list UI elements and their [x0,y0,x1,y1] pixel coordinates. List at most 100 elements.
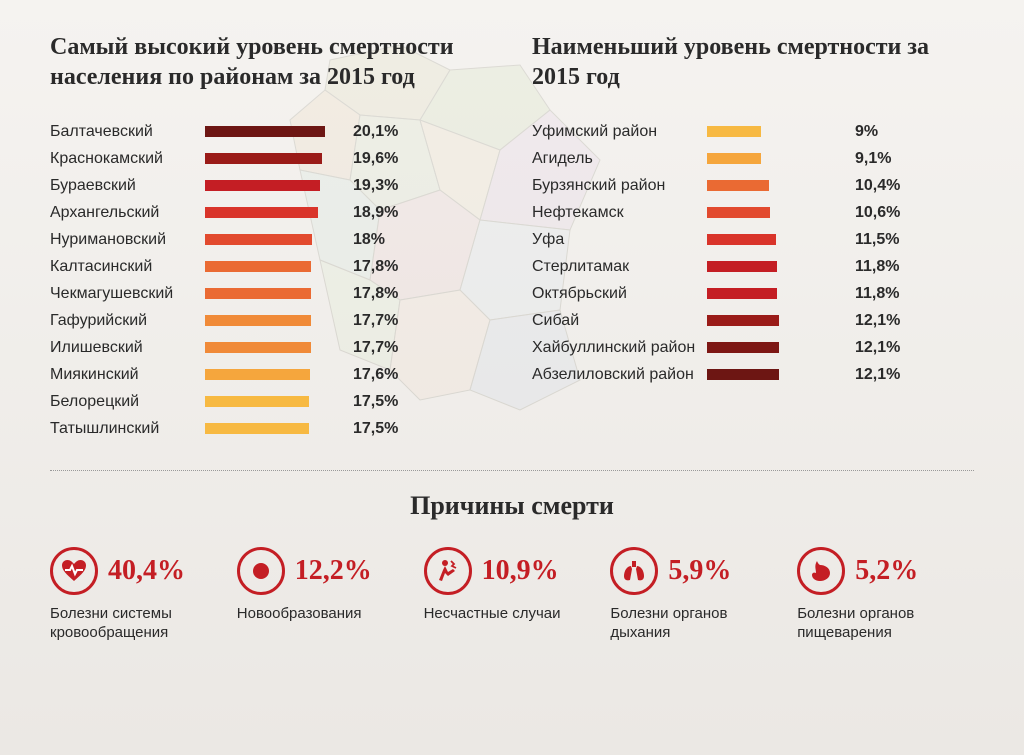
bar [205,153,322,164]
row-value: 20,1% [353,123,398,141]
bar-wrap [205,315,335,326]
row-value: 12,1% [855,366,900,384]
bar-wrap [707,315,837,326]
cause-percent: 10,9% [482,555,559,587]
row-label: Миякинский [50,366,205,384]
row-label: Нуримановский [50,231,205,249]
cause-item: 10,9% Несчастные случаи [424,547,601,643]
row-value: 10,6% [855,204,900,222]
table-row: Миякинский17,6% [50,361,492,388]
cause-label: Болезни органов пищеварения [797,605,974,643]
bar-wrap [205,261,335,272]
bar-wrap [707,126,837,137]
row-label: Краснокамский [50,150,205,168]
bar-wrap [707,180,837,191]
bar [205,234,312,245]
row-label: Уфа [532,231,707,249]
cause-percent: 5,2% [855,555,918,587]
table-row: Нефтекамск 10,6% [532,199,974,226]
bar [707,315,779,326]
table-row: Белорецкий17,5% [50,388,492,415]
bar [205,126,325,137]
bar [205,342,311,353]
row-value: 17,5% [353,393,398,411]
row-value: 10,4% [855,177,900,195]
row-label: Агидель [532,150,707,168]
table-row: Уфа 11,5% [532,226,974,253]
bar [205,369,310,380]
cause-top: 5,9% [610,547,787,595]
bar-wrap [707,288,837,299]
row-value: 19,3% [353,177,398,195]
bar [205,423,309,434]
cause-label: Болезни органов дыхания [610,605,787,643]
bar [205,180,320,191]
bar-wrap [205,369,335,380]
row-label: Архангельский [50,204,205,222]
row-label: Абзелиловский район [532,366,707,384]
bar [205,207,318,218]
section-divider [50,470,974,471]
row-value: 11,8% [855,258,899,276]
left-title: Самый высокий уровень смертности населен… [50,32,492,92]
cause-top: 5,2% [797,547,974,595]
causes-title: Причины смерти [50,491,974,521]
table-row: Бурзянский район 10,4% [532,172,974,199]
row-value: 17,7% [353,312,398,330]
bar-wrap [707,234,837,245]
cause-item: 12,2%Новообразования [237,547,414,643]
bar [205,315,311,326]
heartbeat-icon [50,547,98,595]
bar-wrap [707,153,837,164]
row-value: 17,8% [353,285,398,303]
right-title: Наименьший уровень смертности за 2015 го… [532,32,974,92]
bar [707,369,779,380]
table-row: Сибай12,1% [532,307,974,334]
bar-wrap [205,126,335,137]
bar [707,342,779,353]
row-label: Бураевский [50,177,205,195]
bar-wrap [205,396,335,407]
tumor-icon [237,547,285,595]
row-value: 11,5% [855,231,899,249]
causes-row: 40,4% Болезни системы кровообращения 12,2%… [50,547,974,643]
row-value: 9,1% [855,150,891,168]
bar-wrap [205,180,335,191]
row-value: 12,1% [855,312,900,330]
row-value: 12,1% [855,339,900,357]
bar [205,288,311,299]
table-row: Хайбуллинский район 12,1% [532,334,974,361]
row-label: Хайбуллинский район [532,339,707,357]
row-label: Бурзянский район [532,177,707,195]
table-row: Уфимский район9% [532,118,974,145]
bar-wrap [205,207,335,218]
bar-wrap [205,423,335,434]
row-label: Татышлинский [50,420,205,438]
left-rows: Балтачевский20,1%Краснокамский19,6%Бурае… [50,118,492,442]
bar-wrap [205,342,335,353]
lungs-icon [610,547,658,595]
row-value: 17,8% [353,258,398,276]
table-row: Нуримановский 18% [50,226,492,253]
table-row: Архангельский 18,9% [50,199,492,226]
accident-icon [424,547,472,595]
table-row: Гафурийский17,7% [50,307,492,334]
cause-label: Новообразования [237,605,414,624]
lowest-mortality-column: Наименьший уровень смертности за 2015 го… [532,32,974,442]
bar [707,288,777,299]
cause-label: Несчастные случаи [424,605,601,624]
bar-wrap [205,288,335,299]
row-value: 18,9% [353,204,398,222]
row-value: 11,8% [855,285,899,303]
table-row: Агидель 9,1% [532,145,974,172]
row-label: Уфимский район [532,123,707,141]
cause-label: Болезни системы кровообращения [50,605,227,643]
cause-percent: 5,9% [668,555,731,587]
bar-wrap [707,369,837,380]
row-value: 18% [353,231,385,249]
row-label: Нефтекамск [532,204,707,222]
cause-percent: 40,4% [108,555,185,587]
bar [707,207,770,218]
bar [205,261,311,272]
stomach-icon [797,547,845,595]
